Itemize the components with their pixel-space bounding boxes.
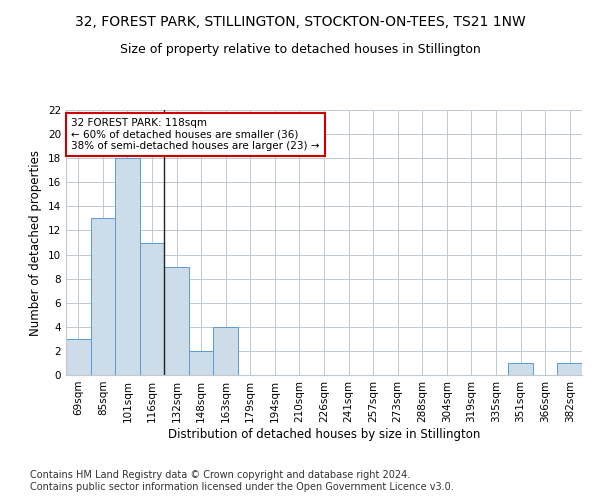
Bar: [189, 351, 214, 375]
Bar: [91, 218, 115, 375]
Bar: [557, 363, 582, 375]
Bar: [140, 242, 164, 375]
Bar: [164, 266, 189, 375]
Bar: [508, 363, 533, 375]
Bar: [214, 327, 238, 375]
Y-axis label: Number of detached properties: Number of detached properties: [29, 150, 43, 336]
Bar: [115, 158, 140, 375]
Bar: [66, 339, 91, 375]
Text: Contains HM Land Registry data © Crown copyright and database right 2024.: Contains HM Land Registry data © Crown c…: [30, 470, 410, 480]
Text: 32 FOREST PARK: 118sqm
← 60% of detached houses are smaller (36)
38% of semi-det: 32 FOREST PARK: 118sqm ← 60% of detached…: [71, 118, 320, 151]
Text: 32, FOREST PARK, STILLINGTON, STOCKTON-ON-TEES, TS21 1NW: 32, FOREST PARK, STILLINGTON, STOCKTON-O…: [74, 15, 526, 29]
X-axis label: Distribution of detached houses by size in Stillington: Distribution of detached houses by size …: [168, 428, 480, 440]
Text: Size of property relative to detached houses in Stillington: Size of property relative to detached ho…: [119, 42, 481, 56]
Text: Contains public sector information licensed under the Open Government Licence v3: Contains public sector information licen…: [30, 482, 454, 492]
